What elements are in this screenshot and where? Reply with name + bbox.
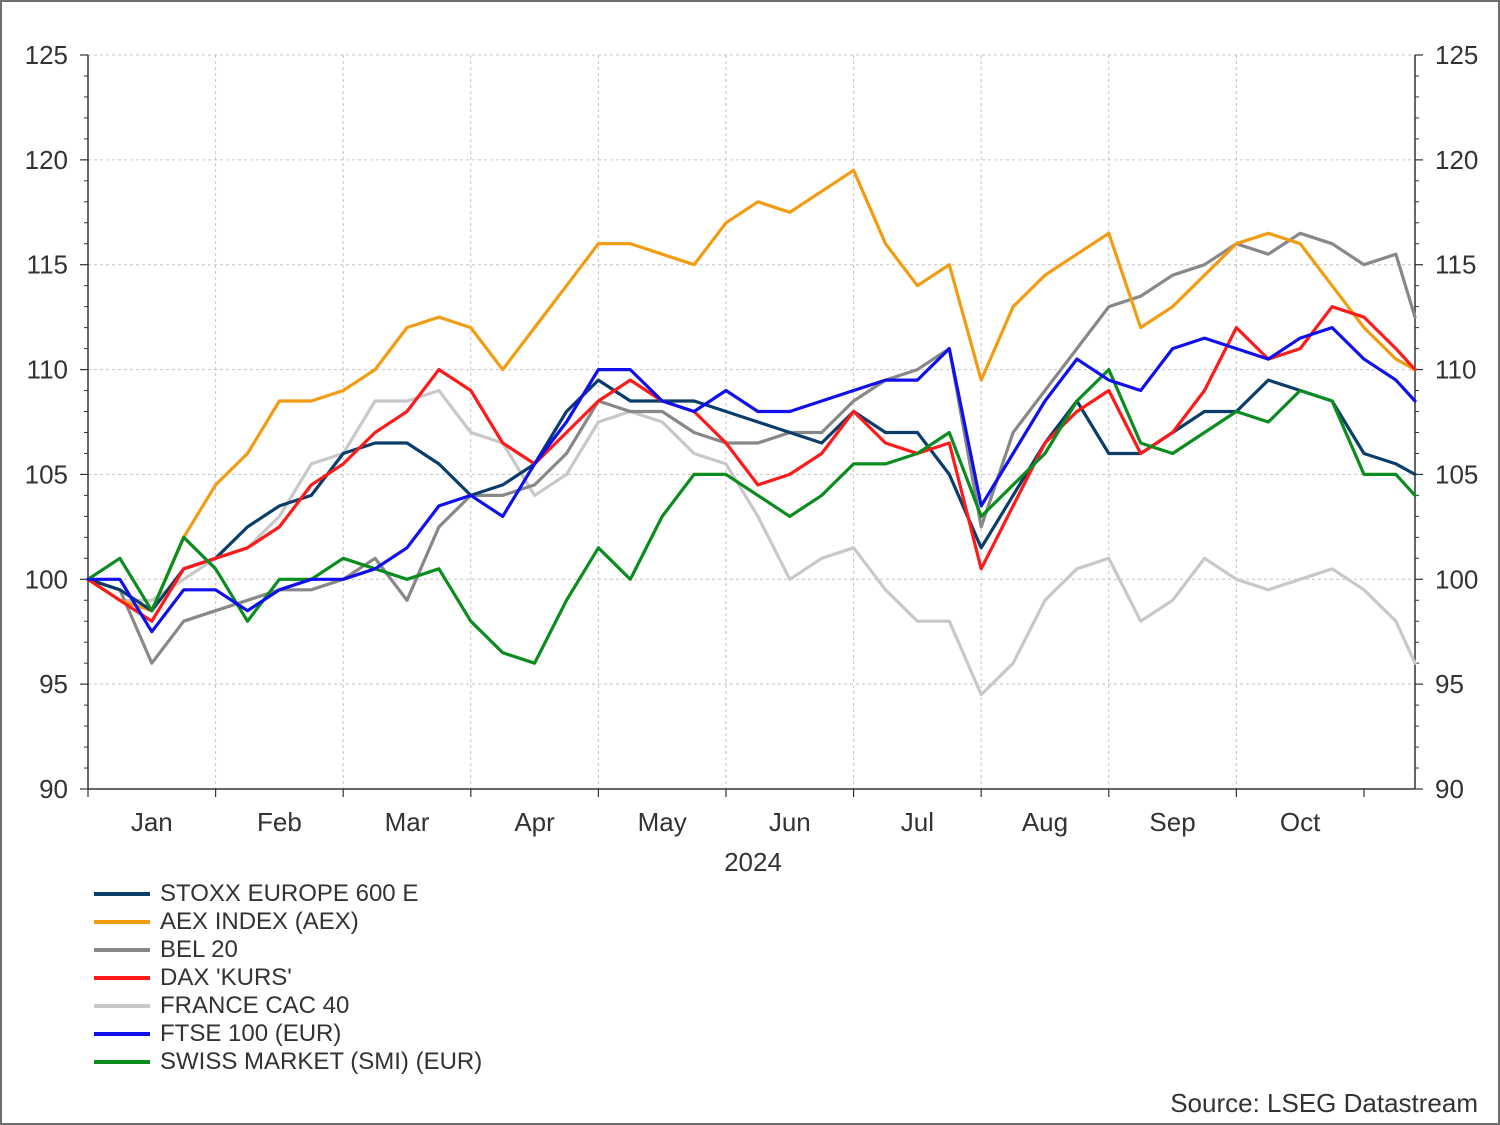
y-tick-label-left: 95 [39, 669, 68, 699]
y-tick-label-right: 95 [1435, 669, 1464, 699]
y-tick-label-left: 125 [25, 40, 68, 70]
legend-swatch [94, 976, 150, 980]
legend-item: AEX INDEX (AEX) [94, 908, 482, 936]
legend-swatch [94, 920, 150, 924]
x-tick-label: Jan [131, 807, 173, 837]
legend-swatch [94, 1060, 150, 1064]
y-tick-label-right: 120 [1435, 145, 1478, 175]
legend-swatch [94, 948, 150, 952]
y-tick-label-right: 125 [1435, 40, 1478, 70]
legend-label: FTSE 100 (EUR) [160, 1020, 342, 1047]
legend-item: STOXX EUROPE 600 E [94, 880, 482, 908]
legend-swatch [94, 892, 150, 896]
series-line-ftse-100-eur [86, 326, 1417, 634]
legend-item: FTSE 100 (EUR) [94, 1020, 482, 1048]
legend-label: STOXX EUROPE 600 E [160, 880, 419, 907]
grid [88, 54, 1415, 790]
series-line-stoxx-europe-600-e [86, 378, 1417, 613]
y-tick-label-left: 90 [39, 774, 68, 804]
x-axis-label: 2024 [724, 847, 782, 877]
y-tick-label-left: 110 [27, 355, 68, 385]
legend-label: SWISS MARKET (SMI) (EUR) [160, 1048, 483, 1075]
y-tick-label-right: 115 [1435, 250, 1476, 280]
legend-label: AEX INDEX (AEX) [160, 908, 359, 935]
y-tick-label-left: 100 [25, 564, 68, 594]
y-tick-label-right: 105 [1435, 459, 1478, 489]
source-note: Source: LSEG Datastream [1170, 1088, 1478, 1118]
x-tick-label: Sep [1149, 807, 1195, 837]
y-tick-label-right: 100 [1435, 564, 1478, 594]
y-tick-label-left: 105 [25, 459, 68, 489]
legend-item: FRANCE CAC 40 [94, 992, 482, 1020]
legend-label: BEL 20 [160, 936, 238, 963]
y-tick-label-left: 120 [25, 145, 68, 175]
legend-swatch [94, 1032, 150, 1036]
legend-item: BEL 20 [94, 936, 482, 964]
y-tick-label-right: 90 [1435, 774, 1464, 804]
x-tick-label: Feb [257, 807, 302, 837]
y-tick-label-right: 110 [1435, 355, 1476, 385]
legend-item: DAX 'KURS' [94, 964, 482, 992]
legend-item: SWISS MARKET (SMI) (EUR) [94, 1048, 482, 1076]
legend-swatch [94, 1004, 150, 1008]
legend-label: DAX 'KURS' [160, 964, 292, 991]
x-tick-label: Jul [901, 807, 934, 837]
x-tick-label: Oct [1280, 807, 1321, 837]
y-tick-label-left: 115 [27, 250, 68, 280]
x-tick-label: Jun [769, 807, 811, 837]
x-tick-label: May [638, 807, 687, 837]
x-tick-label: Mar [385, 807, 430, 837]
series-line-france-cac-40 [86, 388, 1417, 697]
x-tick-label: Aug [1022, 807, 1068, 837]
legend: STOXX EUROPE 600 E AEX INDEX (AEX) BEL 20 D… [94, 880, 482, 1076]
series-line-dax-kurs [86, 305, 1417, 623]
legend-label: FRANCE CAC 40 [160, 992, 350, 1019]
series-line-bel-20 [86, 231, 1417, 665]
series-line-aex-index-aex [86, 168, 1417, 613]
x-tick-label: Apr [514, 807, 555, 837]
axes: 90 90 95 95 100 100 105 105 110 110 115 115 120 120 12… [25, 40, 1479, 837]
series-layer [86, 168, 1417, 697]
